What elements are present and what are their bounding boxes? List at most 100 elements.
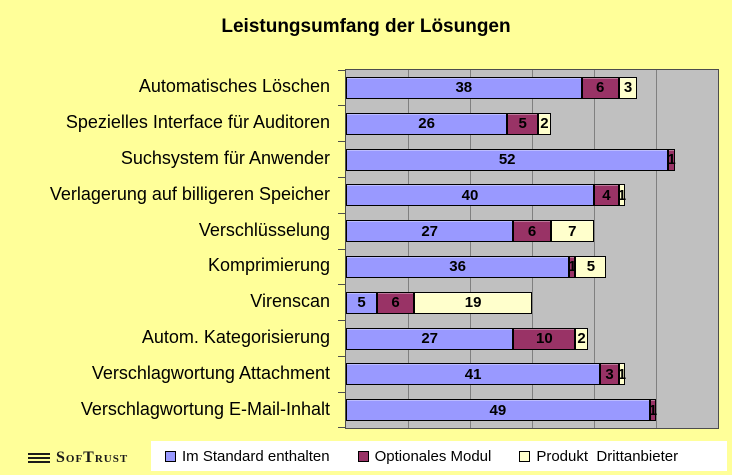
bar-segment: 3: [600, 363, 619, 386]
bar-value-label: 1: [648, 401, 658, 419]
bar-segment: 3: [618, 76, 638, 99]
bar-segment: 5: [346, 291, 377, 314]
plot-area: 38 6 3 26 5 2 52 1 40 4 1 27 6 7 36 1 5 5 6 19 27 10 2 41 3 1 49 1: [338, 69, 719, 429]
legend-swatch-icon: [357, 450, 369, 462]
axis-tick: [338, 391, 345, 393]
bar-value-label: 3: [623, 79, 633, 97]
legend-swatch-icon: [519, 450, 531, 462]
bar-value-label: 6: [596, 79, 605, 97]
bar-value-label: 6: [527, 222, 537, 240]
bar-segment: 41: [346, 363, 601, 386]
bar-value-label: 7: [568, 222, 577, 240]
category-label: Suchsystem für Anwender: [120, 147, 330, 168]
bar-segment: 27: [346, 327, 514, 350]
bar-value-label: 1: [617, 365, 627, 383]
legend-label: Optionales Modul: [374, 447, 492, 465]
bar-segment: 2: [538, 112, 551, 135]
category-label: Virenscan: [250, 291, 330, 312]
axis-tick: [338, 176, 345, 178]
logo-lines-icon: [28, 453, 50, 463]
bar-value-label: 40: [461, 186, 479, 204]
bar-value-label: 1: [617, 186, 627, 204]
axis-tick: [338, 248, 345, 250]
bar-segment: 19: [414, 291, 532, 314]
bar-segment: 6: [513, 220, 551, 243]
axis-tick: [338, 427, 345, 428]
axis-tick: [338, 284, 345, 286]
bar-segment: 1: [667, 148, 676, 171]
category-label: Verschlagwortung Attachment: [91, 362, 330, 383]
bar-value-label: 41: [464, 365, 482, 383]
bar-segment: 2: [575, 327, 588, 350]
bar-segment: 1: [568, 255, 577, 278]
bar-row: 41 3 1: [346, 363, 627, 386]
bar-value-label: 3: [605, 365, 614, 383]
bar-segment: 38: [346, 76, 582, 99]
bar-row: 52 1: [346, 148, 676, 171]
bar-value-label: 5: [518, 115, 527, 133]
axis-tick: [338, 70, 345, 71]
category-axis: Automatisches Löschen Spezielles Interfac…: [0, 69, 337, 427]
bar-segment: 1: [648, 399, 658, 422]
bar-segment: 40: [346, 184, 594, 207]
bar-segment: 6: [377, 291, 415, 314]
bar-segment: 27: [346, 220, 514, 243]
bar-value-label: 36: [449, 258, 466, 276]
axis-tick: [338, 320, 345, 322]
bar-value-label: 10: [536, 330, 553, 347]
bar-segment: 36: [346, 255, 570, 278]
category-label: Verlagerung auf billigeren Speicher: [49, 183, 330, 204]
bar-row: 5 6 19: [346, 291, 532, 314]
bar-value-label: 27: [421, 330, 439, 347]
bar-segment: 1: [617, 363, 627, 386]
bar-value-label: 1: [568, 258, 577, 276]
bar-row: 27 6 7: [346, 220, 594, 243]
bar-segment: 5: [507, 112, 539, 135]
category-label: Verschlagwortung E-Mail-Inhalt: [80, 398, 330, 419]
bar-segment: 10: [513, 327, 576, 350]
axis-tick: [338, 355, 345, 357]
category-label: Automatisches Löschen: [138, 76, 330, 97]
bar-row: 26 5 2: [346, 112, 551, 135]
bar-value-label: 1: [667, 151, 676, 168]
bar-value-label: 19: [464, 294, 482, 312]
bar-row: 27 10 2: [346, 327, 588, 350]
bar-value-label: 2: [540, 115, 549, 133]
bar-segment: 1: [617, 184, 627, 207]
bar-value-label: 27: [421, 222, 439, 240]
legend-swatch-icon: [165, 450, 176, 462]
bar-value-label: 2: [577, 330, 586, 347]
bar-value-label: 4: [602, 186, 611, 204]
legend-label: Im Standard enthalten: [182, 447, 330, 465]
bar-segment: 49: [346, 399, 650, 422]
chart-title: Leistungsumfang der Lösungen: [221, 16, 511, 37]
bar-value-label: 5: [586, 258, 596, 276]
bar-segment: 26: [346, 112, 508, 135]
bar-segment: 6: [581, 76, 619, 99]
bar-row: 36 1 5: [346, 255, 607, 278]
axis-tick: [338, 105, 345, 107]
gridline: [532, 70, 533, 428]
softrust-logo: SofTrust: [28, 449, 128, 467]
bar-segment: 7: [550, 220, 594, 243]
bar-value-label: 52: [498, 151, 516, 168]
bar-segment: 4: [594, 184, 619, 207]
bar-row: 40 4 1: [346, 184, 627, 207]
legend-item: Optionales Modul: [357, 447, 492, 465]
logo-text: SofTrust: [56, 449, 129, 466]
bar-segment: 5: [575, 255, 607, 278]
legend: Im Standard enthalten Optionales Modul Pro…: [151, 441, 727, 471]
axis-tick: [338, 212, 345, 214]
axis-tick: [338, 141, 345, 143]
gridline: [656, 70, 657, 428]
gridline: [470, 70, 471, 428]
bar-value-label: 6: [391, 294, 400, 312]
legend-item: Produkt Drittanbieter: [519, 448, 678, 465]
bar-segment: 52: [346, 148, 669, 171]
bar-value-label: 26: [418, 115, 435, 133]
category-label: Komprimierung: [207, 255, 330, 276]
bar-value-label: 5: [357, 294, 366, 312]
bar-row: 38 6 3: [346, 76, 638, 99]
bar-value-label: 49: [489, 401, 507, 419]
